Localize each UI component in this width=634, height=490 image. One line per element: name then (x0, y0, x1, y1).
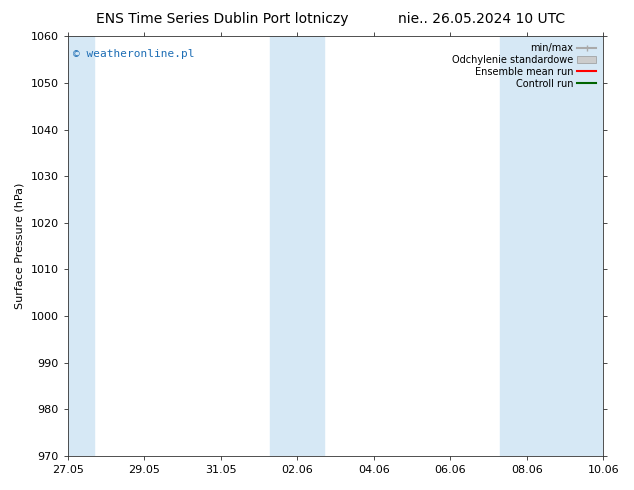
Bar (500, 36, 605, 456)
Text: © weatheronline.pl: © weatheronline.pl (73, 49, 195, 59)
Text: ENS Time Series Dublin Port lotniczy: ENS Time Series Dublin Port lotniczy (96, 12, 348, 26)
Title: ENS Time Series Dublin Port lotniczy      nie.. 26.05.2024 10 UTC: ENS Time Series Dublin Port lotniczy nie… (0, 489, 1, 490)
Bar (271, 36, 324, 456)
Bar (66, 36, 94, 456)
Y-axis label: Surface Pressure (hPa): Surface Pressure (hPa) (15, 183, 25, 309)
Text: nie.. 26.05.2024 10 UTC: nie.. 26.05.2024 10 UTC (398, 12, 566, 26)
Legend: min/max, Odchylenie standardowe, Ensemble mean run, Controll run: min/max, Odchylenie standardowe, Ensembl… (450, 41, 598, 91)
